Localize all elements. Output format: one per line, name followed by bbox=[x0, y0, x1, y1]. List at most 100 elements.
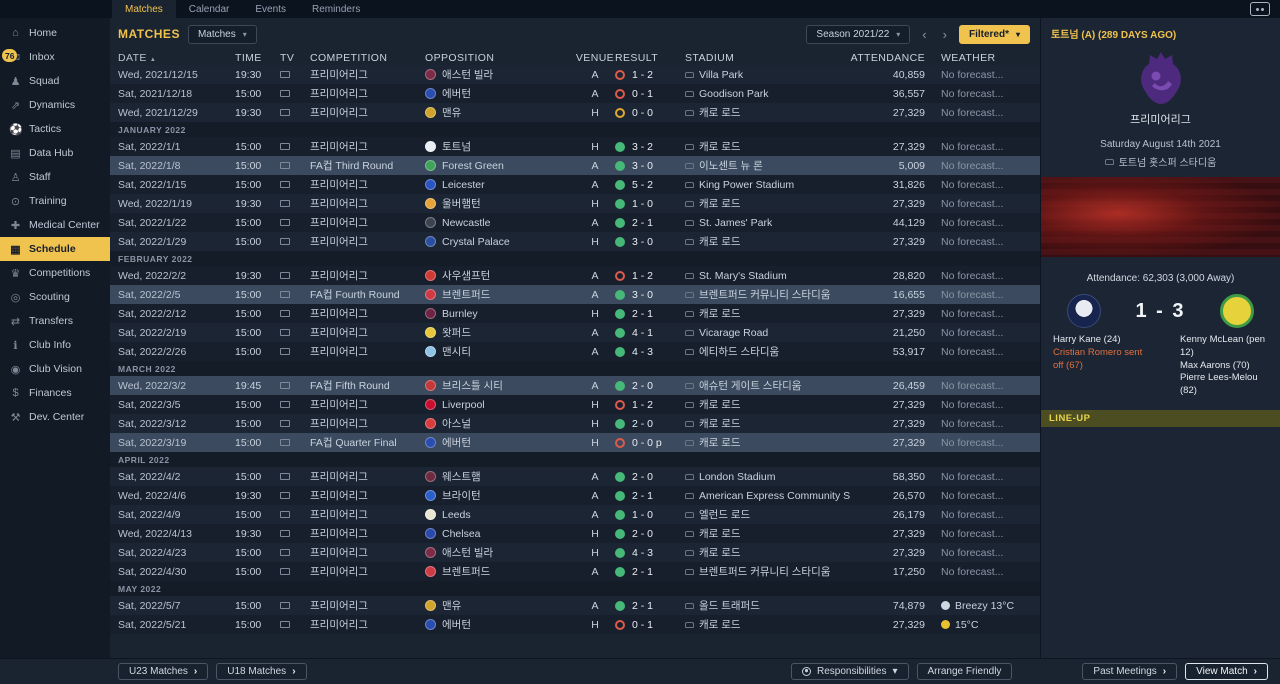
match-row[interactable]: Wed, 2021/12/29 19:30 프리미어리그 맨유 H 0 - 0 캐로 로드 2… bbox=[110, 103, 1040, 122]
match-row[interactable]: Wed, 2022/1/19 19:30 프리미어리그 울버햄턴 H 1 - 0 캐로 로드… bbox=[110, 194, 1040, 213]
arrange-friendly-button[interactable]: Arrange Friendly bbox=[916, 663, 1013, 680]
sidebar-item-schedule[interactable]: ▦ Schedule bbox=[0, 237, 110, 261]
match-row[interactable]: Sat, 2022/1/8 15:00 FA컵 Third Round Forest … bbox=[110, 156, 1040, 175]
time-cell: 15:00 bbox=[235, 398, 262, 411]
match-row[interactable]: Sat, 2022/1/1 15:00 프리미어리그 토트넘 H 3 - 2 캐로 로드 27… bbox=[110, 137, 1040, 156]
opposition-name: 맨유 bbox=[442, 107, 462, 119]
match-row[interactable]: Sat, 2022/1/15 15:00 프리미어리그 Leicester A 5 - 2… bbox=[110, 175, 1040, 194]
weather-cell: No forecast... bbox=[925, 471, 1040, 483]
result-draw-icon bbox=[615, 107, 625, 118]
stadium-icon bbox=[685, 530, 694, 537]
tab-matches[interactable]: Matches bbox=[112, 0, 176, 18]
sidebar-item-scouting[interactable]: ◎ Scouting bbox=[0, 285, 110, 309]
view-match-button[interactable]: View Match › bbox=[1185, 663, 1268, 680]
sidebar-item-label: Data Hub bbox=[29, 147, 74, 159]
sidebar-item-dev-center[interactable]: ⚒ Dev. Center bbox=[0, 405, 110, 429]
column-header-date[interactable]: DATE ▲ bbox=[118, 51, 157, 64]
sidebar-item-competitions[interactable]: ♛ Competitions bbox=[0, 261, 110, 285]
manager-mode-icon[interactable] bbox=[1250, 2, 1270, 16]
past-meetings-button[interactable]: Past Meetings › bbox=[1082, 663, 1178, 680]
attendance-cell: 27,329 bbox=[892, 546, 925, 559]
result-win-icon bbox=[615, 528, 625, 539]
prev-season-button[interactable]: ‹ bbox=[918, 27, 930, 42]
result-cell: 2 - 1 bbox=[615, 217, 685, 229]
match-row[interactable]: Sat, 2022/5/21 15:00 프리미어리그 에버턴 H 0 - 1 캐로 로드 2… bbox=[110, 615, 1040, 634]
away-scorer: Max Aarons (70) bbox=[1180, 359, 1250, 371]
column-header-weather[interactable]: WEATHER bbox=[941, 51, 996, 64]
opposition-name: 브리스틀 시티 bbox=[442, 380, 503, 392]
responsibilities-button[interactable]: Responsibilities ▾ bbox=[790, 663, 909, 680]
column-header-stadium[interactable]: STADIUM bbox=[685, 51, 735, 64]
venue-cell: H bbox=[591, 197, 599, 210]
tv-cell bbox=[280, 329, 310, 336]
venue-cell: H bbox=[591, 436, 599, 449]
sidebar-item-club-vision[interactable]: ◉ Club Vision bbox=[0, 357, 110, 381]
result-win-icon bbox=[615, 289, 625, 300]
match-row[interactable]: Wed, 2022/2/2 19:30 프리미어리그 사우샘프턴 A 1 - 2 St. M… bbox=[110, 266, 1040, 285]
score-text: 4 - 3 bbox=[632, 345, 654, 358]
match-row[interactable]: Sat, 2022/3/5 15:00 프리미어리그 Liverpool H 1 - 2 캐… bbox=[110, 395, 1040, 414]
column-header-result[interactable]: RESULT bbox=[615, 51, 659, 64]
sidebar-item-tactics[interactable]: ⚽ Tactics bbox=[0, 117, 110, 141]
filter-dropdown[interactable]: Filtered* ▾ bbox=[958, 24, 1030, 44]
date-cell: Wed, 2022/4/6 bbox=[118, 489, 187, 502]
sidebar-item-data-hub[interactable]: ▤ Data Hub bbox=[0, 141, 110, 165]
season-dropdown[interactable]: Season 2021/22 ▾ bbox=[806, 24, 911, 44]
match-row[interactable]: Wed, 2022/3/2 19:45 FA컵 Fifth Round 브리스틀 시티… bbox=[110, 376, 1040, 395]
match-row[interactable]: Sat, 2021/12/18 15:00 프리미어리그 에버턴 A 0 - 1 Goodi… bbox=[110, 84, 1040, 103]
tab-events[interactable]: Events bbox=[255, 3, 286, 15]
opposition-name: 웨스트햄 bbox=[442, 471, 481, 483]
column-header-time[interactable]: TIME bbox=[235, 51, 262, 64]
detail-competition: 프리미어리그 bbox=[1130, 114, 1191, 126]
result-win-icon bbox=[615, 179, 625, 190]
stadium-cell: 엘런드 로드 bbox=[685, 507, 850, 522]
match-row[interactable]: Sat, 2022/2/5 15:00 FA컵 Fourth Round 브렌트퍼드 A… bbox=[110, 285, 1040, 304]
match-row[interactable]: Sat, 2022/4/9 15:00 프리미어리그 Leeds A 1 - 0 엘런드 로… bbox=[110, 505, 1040, 524]
lineup-section-header[interactable]: LINE-UP bbox=[1041, 410, 1280, 428]
sidebar-item-transfers[interactable]: ⇄ Transfers bbox=[0, 309, 110, 333]
match-row[interactable]: Sat, 2022/5/7 15:00 프리미어리그 맨유 A 2 - 1 올드 트래퍼드 7… bbox=[110, 596, 1040, 615]
column-header-attendance[interactable]: ATTENDANCE bbox=[850, 51, 925, 64]
tab-reminders[interactable]: Reminders bbox=[311, 3, 361, 15]
sidebar-item-squad[interactable]: ♟ Squad bbox=[0, 69, 110, 93]
match-row[interactable]: Sat, 2022/1/22 15:00 프리미어리그 Newcastle A 2 - 1… bbox=[110, 213, 1040, 232]
match-row[interactable]: Sat, 2022/2/26 15:00 프리미어리그 맨시티 A 4 - 3 에티하드 스… bbox=[110, 342, 1040, 361]
column-header-tv[interactable]: TV bbox=[280, 51, 295, 64]
next-season-button[interactable]: › bbox=[939, 27, 951, 42]
sidebar-item-dynamics[interactable]: ⇗ Dynamics bbox=[0, 93, 110, 117]
column-header-competition[interactable]: COMPETITION bbox=[310, 51, 388, 64]
u23-matches-button[interactable]: U23 Matches › bbox=[118, 663, 209, 680]
match-row[interactable]: Wed, 2022/4/6 19:30 프리미어리그 브라이턴 A 2 - 1 Americ… bbox=[110, 486, 1040, 505]
match-row[interactable]: Wed, 2021/12/15 19:30 프리미어리그 애스턴 빌라 A 1 - 2 Vi… bbox=[110, 65, 1040, 84]
weather-cell: No forecast... bbox=[925, 289, 1040, 301]
match-row[interactable]: Sat, 2022/3/19 15:00 FA컵 Quarter Final 에버턴 H… bbox=[110, 433, 1040, 452]
sidebar-item-home[interactable]: ⌂ Home bbox=[0, 21, 110, 45]
column-header-opposition[interactable]: OPPOSITION bbox=[425, 51, 495, 64]
matches-view-dropdown[interactable]: Matches ▾ bbox=[187, 24, 257, 44]
match-row[interactable]: Sat, 2022/4/2 15:00 프리미어리그 웨스트햄 A 2 - 0 London… bbox=[110, 467, 1040, 486]
sidebar-item-staff[interactable]: ♙ Staff bbox=[0, 165, 110, 189]
column-header-venue[interactable]: VENUE bbox=[575, 51, 615, 64]
match-row[interactable]: Wed, 2022/4/13 19:30 프리미어리그 Chelsea H 2 - 0 캐로… bbox=[110, 524, 1040, 543]
attendance-cell: 36,557 bbox=[892, 87, 925, 100]
weather-cell: No forecast... bbox=[925, 566, 1040, 578]
match-row[interactable]: Sat, 2022/2/12 15:00 프리미어리그 Burnley H 2 - 1 캐로… bbox=[110, 304, 1040, 323]
tab-calendar[interactable]: Calendar bbox=[188, 3, 230, 15]
venue-cell: A bbox=[591, 269, 599, 282]
sidebar-item-training[interactable]: ⊙ Training bbox=[0, 189, 110, 213]
u18-matches-button[interactable]: U18 Matches › bbox=[216, 663, 307, 680]
match-row[interactable]: Sat, 2022/2/19 15:00 프리미어리그 왓퍼드 A 4 - 1 Vicara… bbox=[110, 323, 1040, 342]
sidebar-item-club-info[interactable]: ℹ Club Info bbox=[0, 333, 110, 357]
sidebar-item-medical-center[interactable]: ✚ Medical Center bbox=[0, 213, 110, 237]
stadium-icon bbox=[685, 219, 694, 226]
result-win-icon bbox=[615, 198, 625, 209]
sidebar-item-finances[interactable]: $ Finances bbox=[0, 381, 110, 405]
venue-cell: A bbox=[591, 489, 599, 502]
match-row[interactable]: Sat, 2022/4/23 15:00 프리미어리그 애스턴 빌라 H 4 - 3 캐로 … bbox=[110, 543, 1040, 562]
match-row[interactable]: Sat, 2022/4/30 15:00 프리미어리그 브렌트퍼드 A 2 - 1 브렌트퍼… bbox=[110, 562, 1040, 581]
match-row[interactable]: Sat, 2022/1/29 15:00 프리미어리그 Crystal Palace H… bbox=[110, 232, 1040, 251]
venue-cell: H bbox=[591, 527, 599, 540]
match-row[interactable]: Sat, 2022/3/12 15:00 프리미어리그 아스널 H 2 - 0 캐로 로드 2… bbox=[110, 414, 1040, 433]
weather-cell: No forecast... bbox=[925, 308, 1040, 320]
